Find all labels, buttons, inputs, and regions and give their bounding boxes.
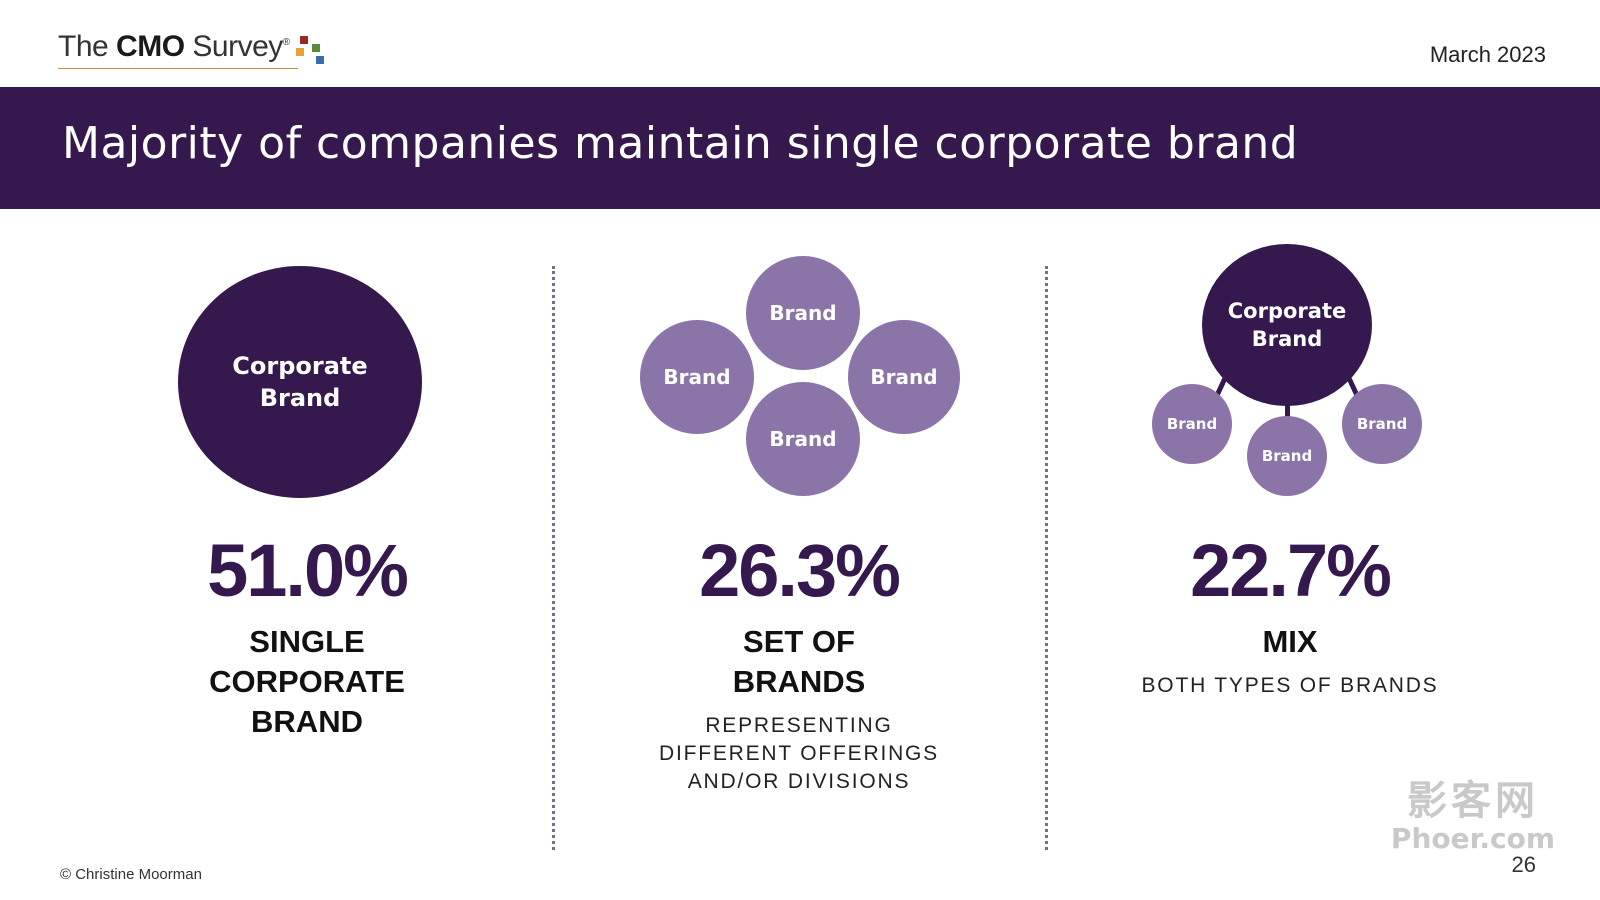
mix-sub-line1: BOTH TYPES OF BRANDS [1141, 674, 1439, 697]
single-brand-label-line1: SINGLE [249, 624, 365, 659]
mix-brand-circle-center: Brand [1247, 416, 1327, 496]
watermark: 影客网 Phoer.com [1388, 778, 1558, 854]
mix-subtitle: BOTH TYPES OF BRANDS [1090, 672, 1490, 700]
column-divider-left [552, 266, 555, 850]
mix-corporate-brand-line1: Corporate [1227, 299, 1347, 323]
single-brand-percent: 51.0% [207, 529, 409, 612]
corporate-brand-circle-line2: Brand [259, 384, 341, 412]
mix-brand-circle-left: Brand [1152, 384, 1232, 464]
mix-corporate-brand-circle: Corporate Brand [1202, 244, 1372, 406]
logo-registered-mark: ® [282, 37, 290, 48]
brand-circle-right: Brand [848, 320, 960, 434]
mix-label: MIX [1090, 622, 1490, 662]
single-brand-label: SINGLE CORPORATE BRAND [107, 622, 507, 742]
column-divider-right [1045, 266, 1048, 850]
title-banner: Majority of companies maintain single co… [0, 87, 1600, 209]
mix-brand-circle-right: Brand [1342, 384, 1422, 464]
copyright-footer: © Christine Moorman [60, 866, 202, 883]
single-brand-label-line2: CORPORATE [209, 664, 405, 699]
corporate-brand-circle-line1: Corporate [232, 352, 368, 380]
logo-underline [58, 68, 298, 69]
watermark-line2: Phoer.com [1390, 822, 1556, 855]
set-of-brands-sub-line1: REPRESENTING [705, 714, 893, 737]
brand-circle-bottom: Brand [746, 382, 860, 496]
set-of-brands-label-line2: BRANDS [732, 664, 866, 699]
set-of-brands-sub-line2: DIFFERENT OFFERINGS [659, 742, 939, 765]
set-of-brands-label: SET OF BRANDS [599, 622, 999, 702]
logo-dots-icon [296, 36, 336, 72]
set-of-brands-subtitle: REPRESENTING DIFFERENT OFFERINGS AND/OR … [599, 712, 999, 796]
watermark-line1: 影客网 [1407, 778, 1539, 824]
mix-percent: 22.7% [1190, 529, 1392, 612]
logo-cmo: CMO [116, 30, 185, 63]
set-of-brands-percent: 26.3% [699, 529, 901, 612]
connector-center [1285, 396, 1290, 420]
set-of-brands-sub-line3: AND/OR DIVISIONS [687, 770, 911, 793]
page-number: 26 [1511, 852, 1536, 877]
logo-suffix: Survey [192, 30, 283, 63]
logo-wordmark: The CMO Survey® [58, 30, 290, 64]
brand-circle-left: Brand [640, 320, 754, 434]
corporate-brand-circle: Corporate Brand [178, 266, 422, 498]
single-brand-label-line3: BRAND [251, 704, 363, 739]
set-of-brands-label-line1: SET OF [743, 624, 855, 659]
report-date: March 2023 [1429, 42, 1546, 67]
mix-label-line1: MIX [1262, 624, 1318, 659]
mix-corporate-brand-line2: Brand [1251, 327, 1323, 351]
logo-prefix: The [58, 30, 109, 63]
slide-title: Majority of companies maintain single co… [62, 118, 1299, 169]
brand-circle-top: Brand [746, 256, 860, 370]
cmo-survey-logo: The CMO Survey® [58, 30, 324, 72]
